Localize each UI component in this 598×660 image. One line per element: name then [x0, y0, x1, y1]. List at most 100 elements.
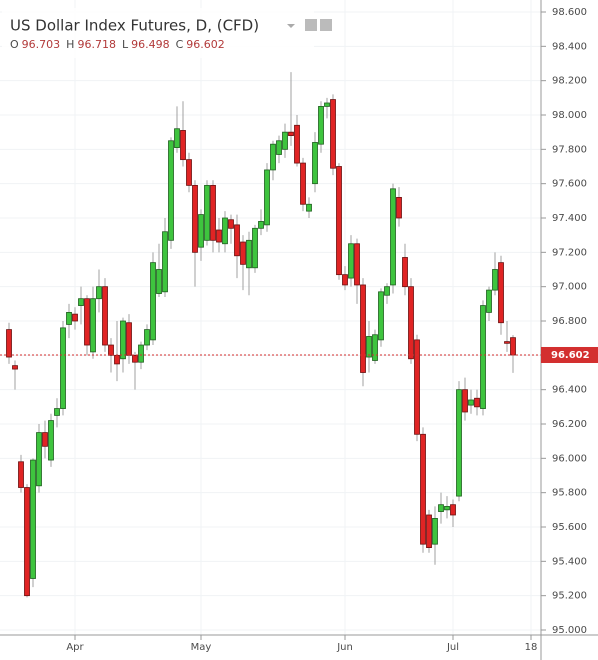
candle-body: [168, 140, 174, 241]
candle-body: [180, 130, 186, 161]
candle-body: [204, 184, 210, 241]
candle-body: [174, 128, 180, 149]
candle-body: [414, 339, 420, 435]
candle-body: [66, 312, 72, 325]
y-tick-label: 95.400: [552, 556, 587, 567]
candle-body: [90, 298, 96, 353]
chart-title: US Dollar Index Futures, D, (CFD): [10, 17, 259, 35]
candle-body: [486, 289, 492, 313]
candle-body: [222, 217, 228, 245]
x-tick-label: 18: [525, 642, 538, 653]
ohlc-value: 96.602: [186, 38, 225, 51]
y-tick-label: 95.200: [552, 591, 587, 602]
candle-body: [234, 224, 240, 257]
candle-body: [12, 365, 18, 370]
candle-body: [264, 169, 270, 226]
candle-body: [24, 487, 30, 597]
ohlc-key: L: [122, 38, 129, 51]
price-label-box: [541, 346, 598, 363]
candle-body: [114, 354, 120, 365]
y-tick-label: 96.000: [552, 453, 587, 464]
candle-body: [210, 184, 216, 241]
candle-body: [498, 262, 504, 324]
candle-body: [468, 399, 474, 406]
candle-body: [366, 336, 372, 358]
candle-body: [144, 329, 150, 346]
candle-body: [102, 286, 108, 346]
candle-body: [54, 408, 60, 416]
settings-icon[interactable]: [320, 19, 332, 31]
plot-area: [0, 0, 541, 635]
y-tick-label: 98.400: [552, 41, 587, 52]
candle-body: [288, 131, 294, 137]
candle-body: [318, 106, 324, 145]
x-tick-label: Jun: [336, 642, 353, 653]
candle-body: [480, 305, 486, 409]
candle-body: [240, 241, 246, 265]
candle-body: [270, 143, 276, 171]
x-tick-label: May: [191, 642, 212, 653]
candle-body: [48, 420, 54, 461]
candle-body: [6, 329, 12, 358]
y-tick-label: 97.000: [552, 282, 587, 293]
candle-body: [72, 313, 78, 322]
candle-body: [246, 239, 252, 269]
candle-body: [504, 341, 510, 344]
candle-body: [126, 322, 132, 356]
candle-body: [138, 344, 144, 363]
y-tick-label: 96.800: [552, 316, 587, 327]
visibility-icon[interactable]: [305, 19, 317, 31]
y-tick-label: 97.800: [552, 144, 587, 155]
candle-body: [432, 518, 438, 545]
candle-body: [378, 291, 384, 341]
candle-body: [456, 389, 462, 497]
candle-body: [150, 262, 156, 341]
candle-body: [402, 257, 408, 288]
candle-body: [408, 286, 414, 360]
candle-body: [438, 504, 444, 512]
candle-body: [372, 334, 378, 361]
candle-body: [18, 461, 24, 488]
ohlc-legend: O 96.703 H 96.718 L 96.498 C 96.602: [10, 38, 225, 51]
candle-body: [228, 219, 234, 229]
candle-body: [78, 298, 84, 306]
price-label: 96.602: [551, 350, 590, 361]
candle-body: [294, 124, 300, 164]
y-tick-label: 97.600: [552, 179, 587, 190]
candle-body: [60, 327, 66, 409]
candle-body: [396, 196, 402, 219]
dropdown-icon[interactable]: [287, 24, 295, 28]
ohlc-value: 96.703: [22, 38, 61, 51]
ohlc-value: 96.718: [77, 38, 116, 51]
y-tick-label: 98.200: [552, 76, 587, 87]
x-tick-label: Apr: [66, 642, 84, 653]
candle-body: [306, 203, 312, 212]
candle-body: [258, 221, 264, 229]
axes: 95.000 95.200 95.400 95.600 95.800 96.000 96.2…: [66, 7, 598, 653]
candle-body: [330, 99, 336, 169]
candle-body: [336, 166, 342, 276]
candle-body: [276, 140, 282, 155]
candle-body: [390, 188, 396, 286]
candle-body: [186, 159, 192, 186]
candle-body: [108, 344, 114, 356]
candle-body: [120, 320, 126, 360]
candle-body: [384, 286, 390, 296]
candle-body: [252, 227, 258, 269]
y-tick-label: 95.800: [552, 488, 587, 499]
candle-body: [312, 142, 318, 185]
candle-body: [342, 274, 348, 286]
candle-body: [84, 298, 90, 346]
candle-body: [162, 231, 168, 293]
candle-body: [198, 214, 204, 248]
y-tick-label: 95.000: [552, 625, 587, 636]
y-tick-label: 96.200: [552, 419, 587, 430]
candle-body: [324, 102, 330, 107]
candle-body: [420, 433, 426, 545]
candle-body: [156, 269, 162, 294]
candle-body: [426, 514, 432, 549]
candle-body: [36, 432, 42, 487]
candle-body: [510, 337, 516, 356]
